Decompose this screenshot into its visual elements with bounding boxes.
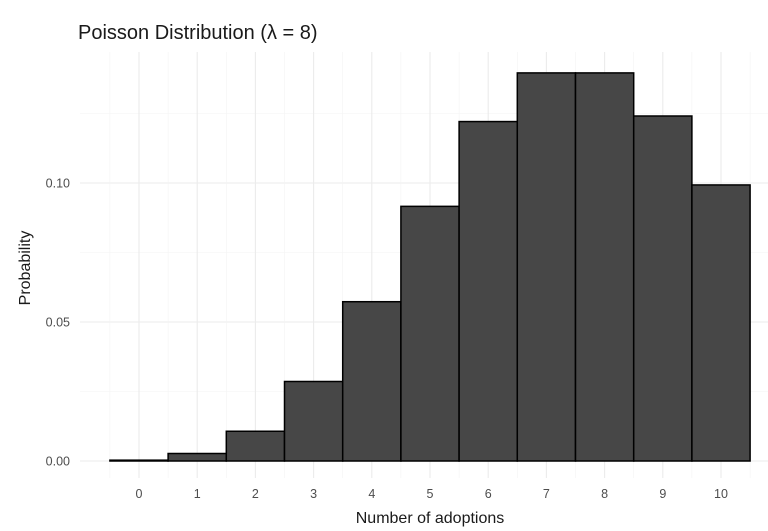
x-tick-label: 3 [310,487,317,501]
bar [516,72,577,462]
x-tick-label: 6 [485,487,492,501]
y-tick-label: 0.00 [46,455,70,469]
bar [167,452,228,462]
x-tick-label: 2 [252,487,259,501]
y-tick-label: 0.10 [46,177,70,191]
x-tick-label: 10 [714,487,728,501]
bar [225,430,286,462]
y-tick-label: 0.05 [46,316,70,330]
x-tick-label: 1 [194,487,201,501]
x-tick-label: 9 [659,487,666,501]
y-axis-ticks: 0.00 0.05 0.10 [46,177,70,469]
bar [574,72,635,462]
bar [632,115,693,462]
x-axis-title: Number of adoptions [356,510,505,527]
bar [458,120,519,462]
bar [109,459,169,462]
bar [400,205,460,462]
x-tick-label: 4 [368,487,375,501]
y-axis-title: Probability [17,231,34,306]
bars [109,72,751,462]
x-tick-label: 5 [427,487,434,501]
x-tick-label: 8 [601,487,608,501]
x-tick-label: 7 [543,487,550,501]
bar [341,300,402,462]
x-tick-label: 0 [136,487,143,501]
bar [691,184,751,462]
bar [283,380,344,462]
chart-title: Poisson Distribution (λ = 8) [78,22,318,44]
x-axis-ticks: 0 1 2 3 4 5 6 7 8 9 10 [136,487,728,501]
